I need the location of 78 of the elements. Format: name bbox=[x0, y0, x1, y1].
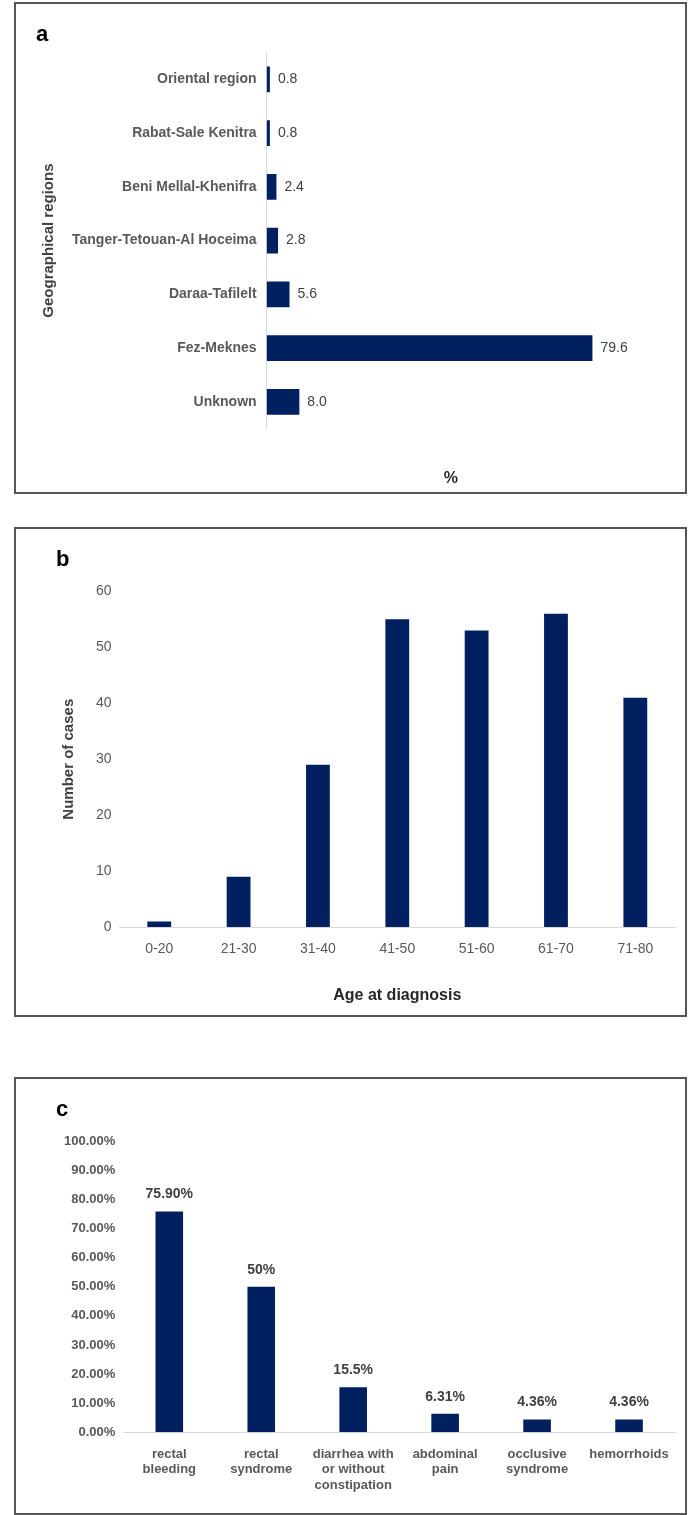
data-label: 15.5% bbox=[333, 1360, 374, 1377]
y-tick-label: 60 bbox=[95, 582, 112, 599]
y-tick-label: 60.00% bbox=[71, 1249, 116, 1265]
data-label: 5.6 bbox=[297, 285, 318, 302]
chart-title: c bbox=[56, 1096, 69, 1122]
y-tick-label: 30 bbox=[95, 750, 112, 767]
y-tick-label: 70.00% bbox=[71, 1220, 116, 1236]
y-tick-label: 50 bbox=[95, 638, 112, 655]
y-tick-label: Rabat-Sale Kenitra bbox=[132, 123, 257, 140]
x-tick-label: 41-50 bbox=[379, 940, 416, 957]
x-tick-label: 21-30 bbox=[220, 940, 257, 957]
bar bbox=[266, 120, 270, 146]
x-tick-label: 51-60 bbox=[458, 940, 495, 957]
bar bbox=[464, 630, 489, 927]
x-tick-label: rectal syndrome bbox=[230, 1445, 293, 1477]
bar bbox=[226, 876, 251, 927]
data-label: 0.8 bbox=[277, 70, 298, 87]
data-label: 4.36% bbox=[517, 1393, 558, 1410]
y-axis-title: Number of cases bbox=[59, 698, 77, 820]
bar bbox=[266, 335, 593, 362]
data-label: 2.4 bbox=[284, 177, 305, 194]
y-tick-label: 50.00% bbox=[71, 1278, 116, 1294]
bar bbox=[544, 613, 568, 927]
y-tick-label: Unknown bbox=[193, 392, 257, 409]
x-axis-title: % bbox=[443, 468, 458, 486]
data-label: 50% bbox=[247, 1260, 276, 1277]
bar bbox=[266, 281, 290, 308]
y-tick-label: 10.00% bbox=[71, 1394, 116, 1410]
chart-title: b bbox=[56, 546, 70, 572]
x-tick-label: 71-80 bbox=[617, 940, 654, 957]
x-axis-title: Age at diagnosis bbox=[333, 985, 462, 1003]
y-tick-label: 40.00% bbox=[71, 1307, 116, 1323]
y-tick-label: Beni Mellal-Khenifra bbox=[122, 177, 257, 194]
bar bbox=[339, 1387, 367, 1433]
x-tick-label: 31-40 bbox=[300, 940, 337, 957]
bar bbox=[155, 1211, 184, 1433]
bar bbox=[623, 697, 648, 927]
x-tick-label: abdominal pain bbox=[412, 1445, 478, 1477]
y-tick-label: 20.00% bbox=[71, 1365, 116, 1381]
x-tick-label: diarrhea with or without constipation bbox=[312, 1445, 394, 1492]
y-tick-label: 10 bbox=[95, 861, 112, 878]
y-tick-label: 100.00% bbox=[63, 1132, 116, 1148]
y-tick-label: Daraa-Tafilelt bbox=[168, 285, 257, 302]
y-tick-label: 90.00% bbox=[71, 1162, 116, 1178]
y-tick-label: 30.00% bbox=[71, 1336, 116, 1352]
data-label: 6.31% bbox=[425, 1387, 466, 1404]
bar bbox=[615, 1419, 643, 1433]
x-tick-label: rectal bleeding bbox=[142, 1445, 197, 1477]
y-tick-label: 0 bbox=[103, 917, 112, 934]
x-tick-label: hemorrhoids bbox=[589, 1445, 669, 1461]
bar bbox=[266, 66, 270, 93]
x-tick-label: 61-70 bbox=[538, 940, 575, 957]
y-tick-label: Oriental region bbox=[157, 70, 257, 87]
bar bbox=[247, 1286, 276, 1433]
data-label: 8.0 bbox=[307, 392, 328, 409]
bar bbox=[431, 1413, 459, 1433]
bar bbox=[266, 389, 300, 415]
x-tick-label: 0-20 bbox=[145, 940, 174, 957]
data-label: 75.90% bbox=[145, 1185, 194, 1202]
x-tick-label: occlusive syndrome bbox=[506, 1445, 569, 1477]
bar bbox=[523, 1419, 551, 1433]
y-tick-label: 80.00% bbox=[71, 1191, 116, 1207]
bar bbox=[147, 921, 172, 927]
data-label: 4.36% bbox=[609, 1393, 650, 1410]
data-label: 79.6 bbox=[600, 339, 628, 355]
y-axis-title: Geographical regions bbox=[39, 163, 57, 318]
bar bbox=[385, 619, 410, 927]
y-tick-label: 40 bbox=[95, 694, 112, 711]
bar bbox=[266, 173, 277, 200]
data-label: 0.8 bbox=[277, 123, 298, 140]
y-tick-label: Fez-Meknes bbox=[177, 339, 257, 355]
bar bbox=[266, 227, 279, 254]
text: a bbox=[36, 21, 49, 47]
bar bbox=[306, 764, 330, 927]
y-tick-label: 0.00% bbox=[78, 1423, 116, 1439]
y-tick-label: 20 bbox=[95, 805, 112, 822]
y-tick-label: Tanger-Tetouan-Al Hoceima bbox=[71, 231, 257, 248]
data-label: 2.8 bbox=[286, 231, 306, 248]
